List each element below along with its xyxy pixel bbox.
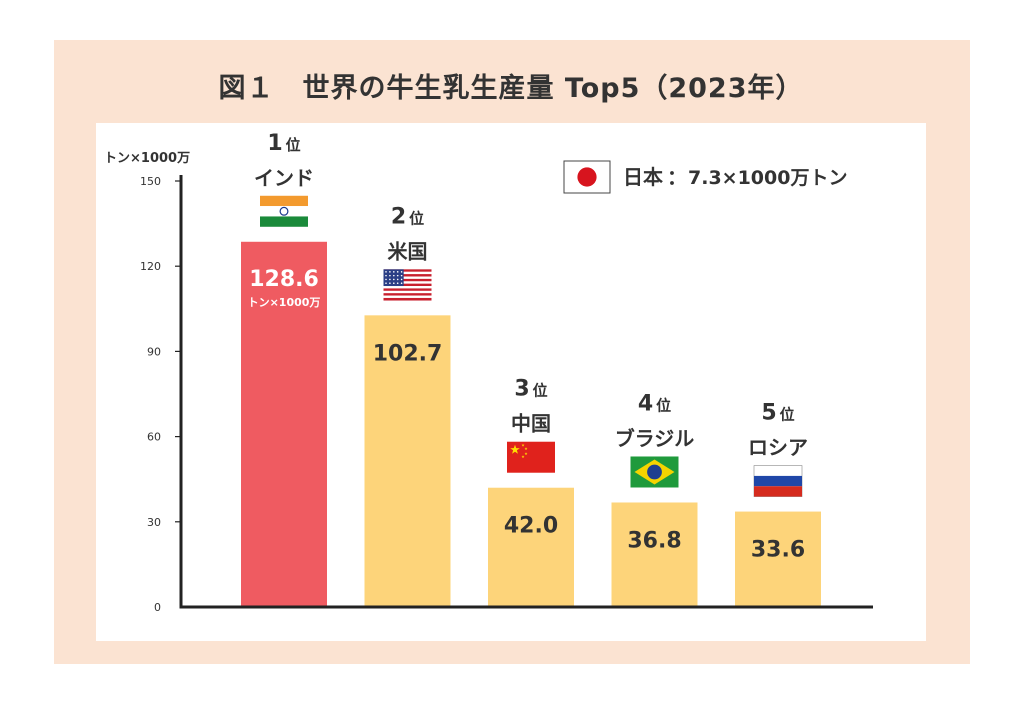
note-colon: ： (667, 165, 687, 189)
y-tick-label: 150 (140, 175, 161, 188)
y-tick-label: 60 (147, 431, 161, 444)
russia-flag-icon (753, 465, 803, 497)
bar-ブラジル (611, 502, 698, 607)
japan-flag-icon (563, 160, 611, 194)
data-label-unit: トン×1000万 (248, 296, 321, 309)
y-tick-label: 90 (147, 345, 161, 358)
brazil-flag-icon (630, 456, 679, 488)
chart-title: 図１ 世界の牛生乳生産量 Top5（2023年） (218, 73, 804, 104)
bar-中国 (488, 487, 574, 607)
data-label: 42.0 (504, 514, 558, 539)
category-label: ロシア (748, 436, 808, 460)
india-flag-icon (260, 195, 308, 227)
category-label: ブラジル (615, 426, 695, 450)
data-label: 128.6 (249, 267, 319, 292)
y-tick-label: 120 (140, 260, 161, 273)
category-label: 米国 (388, 239, 428, 263)
note-country: 日本 (623, 165, 663, 189)
y-tick-label: 0 (154, 601, 161, 614)
data-label: 33.6 (751, 538, 805, 563)
china-flag-icon (507, 441, 555, 473)
data-label: 36.8 (627, 528, 681, 553)
bar-インド (241, 241, 327, 607)
chart-panel: トン×1000万 0 30 60 90 120 150 128.6 トン×1000万 インド 1 位 1… (96, 123, 926, 641)
category-label: インド (254, 166, 314, 190)
bar-米国 (364, 315, 451, 607)
usa-flag-icon (383, 269, 432, 301)
note-value: 7.3×1000万トン (688, 167, 847, 189)
y-tick-label: 30 (147, 516, 161, 529)
y-axis-label: トン×1000万 (104, 151, 190, 166)
data-label: 102.7 (373, 341, 443, 366)
bar-ロシア (735, 511, 821, 607)
category-label: 中国 (511, 412, 551, 436)
